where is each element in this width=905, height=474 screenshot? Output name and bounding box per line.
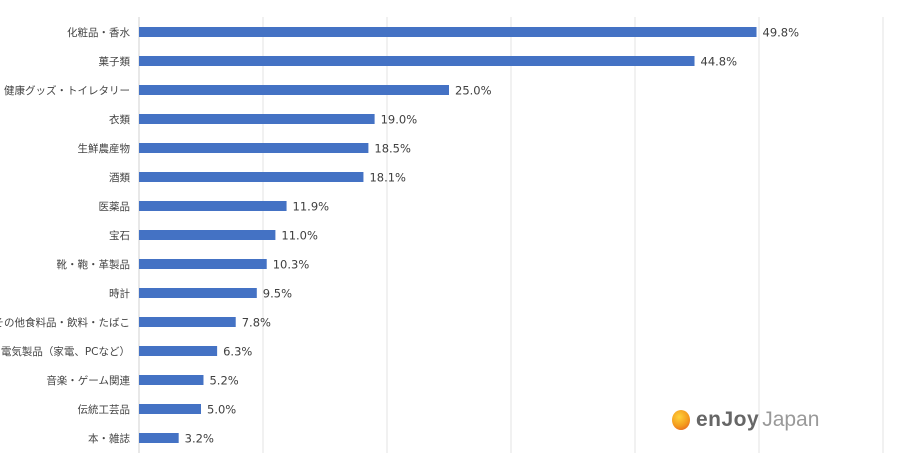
category-label: 本・雑誌 (88, 432, 130, 445)
bar (139, 85, 449, 95)
data-label: 19.0% (381, 113, 418, 127)
bar (139, 27, 757, 37)
data-label: 18.1% (369, 171, 406, 185)
category-label: 電気製品（家電、PCなど） (1, 345, 130, 358)
category-label: その他食料品・飲料・たばこ (0, 316, 130, 329)
category-label: 菓子類 (99, 56, 131, 68)
logo-text-japan: Japan (762, 408, 820, 431)
data-label: 44.8% (701, 55, 738, 69)
bar (139, 114, 375, 124)
category-label: 医薬品 (99, 201, 131, 213)
category-label: 衣類 (109, 113, 130, 126)
bar (139, 346, 218, 356)
logo-icon (672, 410, 690, 430)
data-label: 5.0% (207, 403, 236, 417)
data-label: 6.3% (223, 345, 252, 359)
logo-text-enjoy: enJoy (696, 408, 760, 431)
enjoy-japan-logo: enJoy Japan (672, 408, 819, 432)
data-label: 5.2% (209, 374, 238, 388)
bar (139, 56, 695, 66)
bar (139, 317, 236, 327)
bar (139, 230, 276, 240)
data-label: 7.8% (242, 316, 271, 330)
category-label: 宝石 (109, 229, 130, 242)
category-label: 時計 (109, 287, 130, 300)
bar (139, 433, 179, 443)
bar (139, 404, 201, 414)
data-label: 25.0% (455, 84, 492, 98)
data-label: 11.9% (293, 200, 330, 214)
data-label: 18.5% (374, 142, 411, 156)
bar (139, 259, 267, 269)
category-label: 生鮮農産物 (78, 142, 131, 155)
category-label: 酒類 (109, 171, 130, 184)
data-label: 11.0% (281, 229, 318, 243)
bar (139, 288, 257, 298)
category-label: 化粧品・香水 (67, 26, 130, 39)
data-label: 10.3% (273, 258, 310, 272)
category-label: 音楽・ゲーム関連 (46, 374, 130, 387)
category-label: 靴・鞄・革製品 (57, 258, 131, 271)
category-label: 伝統工芸品 (78, 403, 131, 416)
data-label: 3.2% (185, 432, 214, 446)
category-label: 健康グッズ・トイレタリー (4, 84, 130, 97)
data-label: 49.8% (763, 26, 800, 40)
bar (139, 375, 204, 385)
bar (139, 172, 364, 182)
bar (139, 201, 287, 211)
bar (139, 143, 369, 153)
data-label: 9.5% (263, 287, 292, 301)
